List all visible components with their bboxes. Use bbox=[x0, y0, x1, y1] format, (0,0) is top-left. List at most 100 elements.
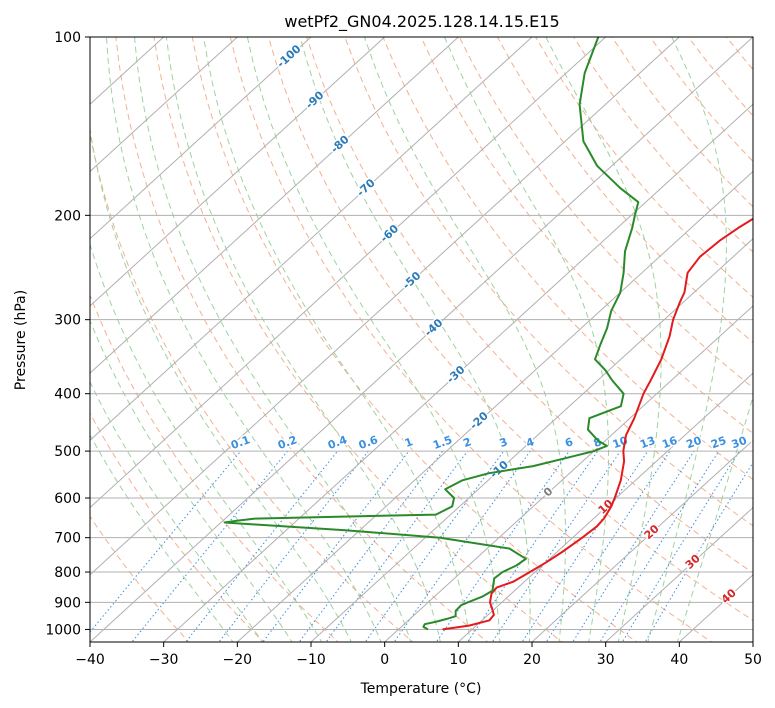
y-tick-label: 400 bbox=[54, 387, 81, 403]
plot-frame bbox=[89, 36, 754, 643]
mixing-ratio-line bbox=[491, 450, 621, 642]
moist-adiabat-line bbox=[165, 37, 441, 642]
y-tick-label: 100 bbox=[54, 30, 81, 46]
y-tick-label: 300 bbox=[54, 313, 81, 329]
mixing-ratio-line bbox=[621, 450, 740, 642]
isotherm-line bbox=[457, 372, 753, 642]
mixing-ratio-line bbox=[644, 461, 753, 642]
mixing-ratio-line bbox=[521, 450, 649, 642]
isotherm-label: -100 bbox=[274, 42, 303, 70]
x-tick-label: 10 bbox=[449, 652, 467, 668]
dry-adiabat-line bbox=[344, 37, 753, 527]
x-tick-label: −20 bbox=[223, 652, 253, 668]
y-tick-label: 800 bbox=[54, 565, 81, 581]
mixing-ratio-label: 30 bbox=[730, 434, 749, 452]
moist-adiabat-line bbox=[444, 37, 609, 642]
mixing-ratio-label: 25 bbox=[709, 434, 728, 451]
dry-adiabat-line bbox=[229, 37, 713, 642]
mixing-ratio-label: 0.6 bbox=[357, 433, 380, 452]
mixing-ratio-line bbox=[298, 450, 444, 642]
y-tick-label: 700 bbox=[54, 531, 81, 547]
isotherm-line bbox=[310, 237, 753, 642]
y-axis-label: Pressure (hPa) bbox=[13, 290, 29, 390]
mixing-ratio-line bbox=[218, 450, 369, 642]
dry-adiabat-line bbox=[191, 37, 638, 642]
x-tick-label: −30 bbox=[149, 652, 179, 668]
mixing-ratio-line bbox=[90, 450, 242, 633]
moist-adiabat-line bbox=[106, 37, 382, 642]
x-tick-label: 20 bbox=[523, 652, 541, 668]
moist-adiabat-line bbox=[90, 126, 352, 642]
isotherm-line bbox=[90, 37, 459, 374]
y-tick-label: 900 bbox=[54, 595, 81, 611]
dry-adiabat-line bbox=[90, 412, 265, 642]
mixing-ratio-label: 0.1 bbox=[229, 433, 252, 452]
isotherm-line bbox=[384, 305, 753, 642]
mixing-ratio-line bbox=[325, 450, 468, 642]
mixing-ratio-line bbox=[599, 450, 720, 642]
dry-adiabat-line bbox=[496, 37, 753, 344]
moist-adiabat-line bbox=[90, 380, 264, 642]
grid-lines bbox=[90, 37, 753, 642]
isotherm-line bbox=[90, 37, 533, 442]
mixing-ratio-line bbox=[545, 450, 671, 642]
dry-adiabat-line bbox=[765, 37, 775, 644]
dry-adiabat-line bbox=[535, 37, 753, 298]
isotherm-line bbox=[90, 37, 386, 307]
mixing-ratio-line bbox=[185, 450, 338, 642]
isotherm-line bbox=[90, 37, 680, 576]
mixing-ratio-label: 13 bbox=[638, 434, 657, 451]
mixing-ratio-label: 6 bbox=[563, 435, 575, 450]
x-tick-label: 40 bbox=[670, 652, 688, 668]
isotherm-line bbox=[236, 170, 753, 642]
x-tick-label: 0 bbox=[380, 652, 389, 668]
mixing-ratio-label: 10 bbox=[611, 434, 630, 452]
isotherm-line bbox=[90, 37, 312, 240]
dry-adiabat-line bbox=[726, 37, 753, 71]
mixing-ratio-label: 1 bbox=[403, 435, 415, 450]
isotherm-line bbox=[163, 103, 753, 642]
isotherm-line bbox=[605, 506, 753, 642]
dry-adiabat-line bbox=[458, 37, 753, 389]
dry-adiabat-line bbox=[573, 37, 753, 253]
isotherm-line bbox=[90, 37, 238, 173]
isotherm-line bbox=[90, 37, 607, 509]
dewpoint-profile bbox=[223, 37, 640, 631]
mixing-ratio-line bbox=[435, 450, 570, 642]
background-lines bbox=[90, 37, 775, 644]
y-tick-label: 1000 bbox=[45, 622, 81, 638]
y-tick-label: 600 bbox=[54, 491, 81, 507]
mixing-ratio-label: 4 bbox=[524, 435, 536, 450]
x-tick-label: 30 bbox=[597, 652, 615, 668]
dry-adiabat-line bbox=[90, 131, 414, 642]
dry-adiabat-line bbox=[306, 37, 753, 574]
dry-adiabat-line bbox=[268, 37, 753, 622]
x-axis-label: Temperature (°C) bbox=[360, 681, 482, 697]
data-series bbox=[223, 37, 753, 631]
dry-adiabat-line bbox=[153, 37, 564, 642]
x-tick-label: −10 bbox=[296, 652, 326, 668]
mixing-ratio-line bbox=[393, 450, 531, 642]
plot-area: -100-90-80-70-60-50-40-30-20-10010203040… bbox=[90, 37, 775, 644]
dry-adiabat-line bbox=[420, 37, 753, 435]
temperature-profile bbox=[442, 217, 753, 631]
mixing-ratio-line bbox=[466, 450, 599, 642]
mixing-ratio-line bbox=[572, 450, 695, 642]
axes: −40 −30 −20 −10 0 10 20 30 40 50 1000 900 800 700 600 5… bbox=[45, 30, 762, 668]
isotherm-line bbox=[531, 439, 753, 642]
moist-adiabat-line bbox=[364, 37, 567, 642]
x-tick-label: −40 bbox=[75, 652, 105, 668]
mixing-ratio-label: 0.4 bbox=[326, 433, 349, 452]
dry-adiabat-line bbox=[382, 37, 753, 481]
chart-title: wetPf2_GN04.2025.128.14.15.E15 bbox=[284, 12, 559, 32]
isotherm-line bbox=[752, 641, 753, 642]
mixing-ratio-line bbox=[364, 450, 505, 642]
mixing-ratio-label: 3 bbox=[498, 435, 510, 450]
dry-adiabat-line bbox=[115, 37, 489, 642]
line-labels: -100-90-80-70-60-50-40-30-20-10010203040… bbox=[228, 41, 753, 608]
dry-adiabat-line bbox=[687, 37, 753, 117]
moist-adiabat-line bbox=[90, 242, 323, 642]
mixing-ratio-label: 2 bbox=[462, 435, 474, 450]
x-tick-label: 50 bbox=[744, 652, 762, 668]
